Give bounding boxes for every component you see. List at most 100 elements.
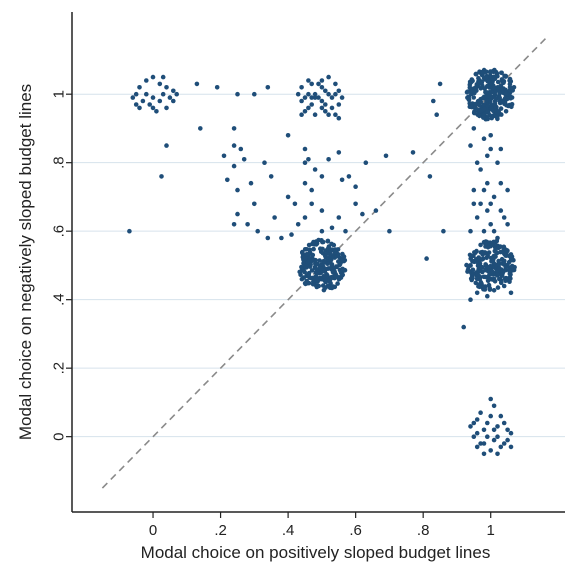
data-point bbox=[488, 413, 494, 419]
data-point bbox=[150, 74, 156, 80]
data-point bbox=[499, 70, 504, 76]
data-point bbox=[319, 208, 325, 213]
data-point bbox=[481, 187, 487, 193]
data-point bbox=[495, 272, 500, 277]
data-point bbox=[471, 434, 477, 440]
data-point bbox=[483, 267, 488, 273]
data-point bbox=[487, 285, 493, 291]
data-point bbox=[340, 272, 345, 278]
data-point bbox=[508, 430, 514, 436]
data-point bbox=[268, 174, 274, 179]
data-point bbox=[248, 180, 254, 186]
data-point bbox=[334, 264, 339, 269]
data-point bbox=[231, 163, 237, 169]
data-point bbox=[498, 444, 504, 450]
data-point bbox=[485, 245, 491, 250]
data-point bbox=[329, 95, 335, 100]
data-point bbox=[482, 86, 488, 91]
data-point bbox=[494, 71, 500, 77]
data-point bbox=[309, 102, 315, 107]
data-point bbox=[231, 126, 237, 131]
data-point bbox=[491, 427, 497, 433]
data-point bbox=[157, 81, 163, 87]
data-point bbox=[302, 247, 308, 252]
data-point bbox=[478, 441, 483, 446]
y-axis-ticks: 0 .2 .4 .6 .8 1 bbox=[50, 90, 72, 441]
data-point bbox=[479, 80, 485, 85]
data-point bbox=[465, 89, 470, 94]
data-point bbox=[498, 180, 504, 186]
data-point bbox=[306, 78, 311, 83]
data-point bbox=[474, 71, 479, 77]
data-point bbox=[482, 287, 488, 292]
data-point bbox=[498, 208, 504, 213]
data-point bbox=[476, 269, 482, 274]
data-point bbox=[510, 88, 515, 93]
data-point bbox=[502, 258, 507, 264]
data-point bbox=[484, 74, 489, 80]
data-point bbox=[478, 167, 483, 172]
y-tick-label: 0 bbox=[50, 432, 67, 440]
data-point bbox=[493, 89, 498, 94]
data-point bbox=[491, 256, 496, 262]
data-point bbox=[328, 276, 334, 281]
data-point bbox=[489, 268, 495, 274]
data-point bbox=[507, 268, 512, 274]
data-point bbox=[491, 288, 497, 293]
data-point bbox=[481, 451, 487, 457]
data-point bbox=[488, 448, 494, 453]
data-point bbox=[495, 424, 500, 429]
data-point bbox=[318, 246, 323, 251]
x-tick-label: .8 bbox=[417, 522, 430, 539]
data-point bbox=[473, 280, 479, 286]
data-point bbox=[474, 215, 480, 220]
data-point bbox=[174, 91, 179, 97]
data-point bbox=[488, 276, 494, 282]
data-point bbox=[497, 276, 502, 282]
data-point bbox=[309, 258, 315, 264]
data-point bbox=[487, 85, 493, 90]
data-point bbox=[319, 85, 325, 90]
data-point bbox=[306, 105, 311, 111]
data-point bbox=[383, 153, 389, 159]
data-point bbox=[307, 250, 313, 255]
data-point bbox=[326, 157, 331, 162]
data-point bbox=[285, 133, 291, 138]
data-point bbox=[295, 91, 301, 97]
data-point bbox=[323, 88, 328, 94]
data-point bbox=[499, 272, 504, 277]
data-point bbox=[496, 87, 502, 93]
data-point bbox=[316, 237, 321, 243]
data-point bbox=[167, 95, 173, 100]
x-tick-label: 1 bbox=[487, 522, 495, 539]
x-tick-label: 0 bbox=[149, 522, 157, 539]
data-point bbox=[326, 91, 331, 97]
data-point bbox=[299, 276, 305, 282]
data-point bbox=[491, 69, 496, 75]
data-point bbox=[343, 228, 348, 234]
data-point bbox=[503, 109, 509, 114]
data-point bbox=[499, 99, 505, 105]
data-point bbox=[335, 281, 340, 286]
data-point bbox=[502, 73, 507, 79]
data-point bbox=[245, 222, 250, 227]
data-point bbox=[164, 105, 169, 111]
data-point bbox=[160, 91, 166, 97]
data-point bbox=[137, 85, 142, 90]
data-point bbox=[496, 109, 501, 114]
data-point bbox=[255, 228, 260, 234]
data-point bbox=[235, 187, 240, 193]
data-point bbox=[387, 228, 392, 234]
data-point bbox=[473, 86, 478, 91]
data-point bbox=[478, 99, 484, 105]
data-point bbox=[312, 91, 318, 97]
data-point bbox=[491, 194, 497, 200]
data-point bbox=[171, 98, 176, 104]
data-point bbox=[303, 263, 308, 269]
y-tick-label: .8 bbox=[50, 156, 67, 169]
data-point bbox=[319, 98, 325, 104]
data-point bbox=[319, 105, 325, 111]
data-point bbox=[474, 290, 480, 296]
y-tick-label: .2 bbox=[50, 362, 67, 375]
data-point bbox=[302, 160, 308, 165]
